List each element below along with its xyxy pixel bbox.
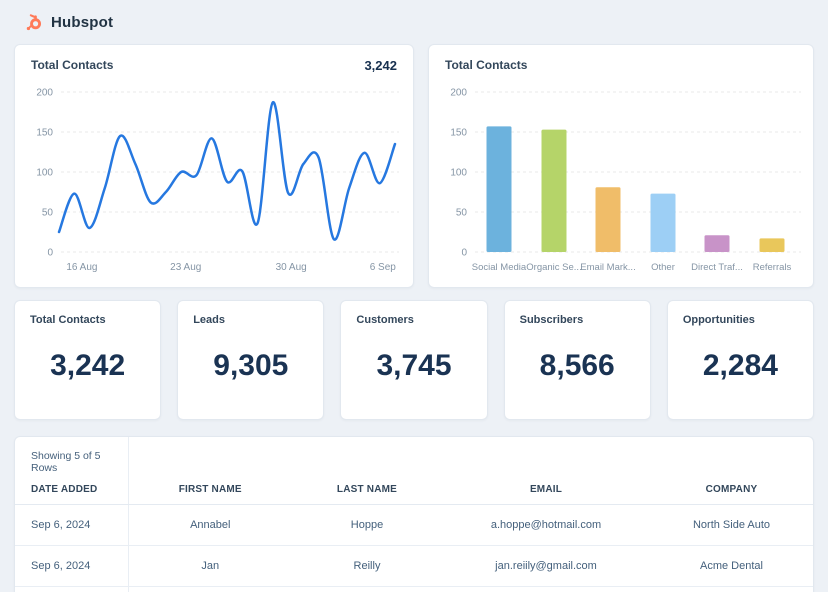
bar-chart-header: Total Contacts [429,45,813,72]
bar-other [650,193,676,252]
table-cell: a.hoppe@hotmail.com [442,504,650,546]
bar-email-mark [595,187,621,252]
table-cell: Annabel [128,504,292,546]
bar-category-label: Direct Traf... [691,262,743,273]
stat-card-label: Total Contacts [30,314,106,326]
x-axis-tick-label: 6 Sep [370,262,397,273]
stat-card-customers: Customers 3,745 [340,300,488,420]
table-showing-row: Showing 5 of 5 Rows [15,437,813,476]
bar-chart-card: Total Contacts 0 50 100 150 200 Social Media O… [428,44,814,288]
line-chart-card: Total Contacts 3,242 0 50 100 150 200 16 Aug 2… [14,44,414,288]
stat-card-subscribers: Subscribers 8,566 [503,300,651,420]
contacts-table-card: Showing 5 of 5 Rows DATE ADDED FIRST NAME L… [14,436,814,592]
y-axis-tick-label: 100 [450,168,467,179]
x-axis-tick-label: 30 Aug [276,262,307,273]
y-axis-tick-label: 100 [36,168,53,179]
stat-card-opportunities: Opportunities 2,284 [666,300,815,420]
stat-card-label: Opportunities [682,314,755,326]
bar-category-label: Other [651,262,675,273]
app-header: Hubspot [0,0,828,44]
table-cell: Reilly [292,545,442,587]
bar-category-label: Email Mark... [580,262,635,273]
table-row[interactable]: Sep 6, 2024 Jan Reilly jan.reiily@gmail.com… [15,545,813,587]
bar-category-label: Referrals [753,262,792,273]
table-row[interactable]: Sep 6, 2024 Annabel Hoppe a.hoppe@hotmail.c… [15,504,813,546]
stat-card-label: Customers [356,314,414,326]
stat-card-value: 8,566 [539,348,615,382]
bar-organic-se [541,129,567,252]
table-cell: Sep 6, 2024 [15,545,129,587]
stat-card-value: 2,284 [702,348,778,382]
brand-title: Hubspot [51,13,114,31]
table-cell: jan.reiily@gmail.com [442,545,650,587]
y-axis-tick-label: 150 [36,128,53,139]
charts-row: Total Contacts 3,242 0 50 100 150 200 16 Aug 2… [14,44,814,288]
bar-social-media [486,126,512,252]
contacts-trend-line [57,101,397,241]
column-header-last-name[interactable]: LAST NAME [292,476,442,505]
column-header-email[interactable]: EMAIL [442,476,650,505]
column-header-company[interactable]: COMPANY [650,476,813,505]
x-axis-tick-label: 16 Aug [66,262,97,273]
stat-card-label: Leads [193,314,225,326]
line-chart-total-value: 3,242 [364,58,397,73]
column-header-date-added[interactable]: DATE ADDED [15,476,129,505]
table-cell: Sep 6, 2024 [15,504,129,546]
table-showing-count: Showing 5 of 5 Rows [15,437,129,476]
table-cell: Jan [128,545,292,587]
stat-card-total-contacts: Total Contacts 3,242 [14,300,162,420]
table-row-partial[interactable] [15,586,813,592]
y-axis-tick-label: 150 [450,128,467,139]
bar-referrals [759,238,785,252]
contacts-table: Showing 5 of 5 Rows DATE ADDED FIRST NAME L… [15,437,813,592]
y-axis-tick-label: 0 [47,248,53,259]
bar-direct-traf [704,235,730,252]
stat-card-value: 3,242 [50,348,126,382]
stat-card-value: 9,305 [213,348,289,382]
column-header-first-name[interactable]: FIRST NAME [128,476,292,505]
dashboard-main: Total Contacts 3,242 0 50 100 150 200 16 Aug 2… [0,44,828,592]
stat-card-value: 3,745 [376,348,452,382]
bar-category-label: Social Media [472,262,527,273]
stats-row: Total Contacts 3,242 Leads 9,305 Customers 3,… [14,300,815,420]
contacts-by-source-bar-chart: 0 50 100 150 200 Social Media Organic Se...Ema… [450,88,801,273]
hubspot-logo-icon [24,13,43,32]
line-chart-title: Total Contacts [31,58,114,72]
y-axis-tick-label: 0 [461,248,467,259]
table-cell: Acme Dental [650,545,813,587]
total-contacts-line-chart: 0 50 100 150 200 16 Aug 23 Aug 30 Aug 6 Sep [36,88,399,273]
y-axis-tick-label: 50 [42,208,54,219]
x-axis-tick-label: 23 Aug [170,262,201,273]
y-axis-tick-label: 50 [456,208,468,219]
bar-category-label: Organic Se... [526,262,581,273]
stat-card-label: Subscribers [519,314,584,326]
table-header-row: DATE ADDED FIRST NAME LAST NAME EMAIL COMPAN… [15,476,813,505]
y-axis-tick-label: 200 [450,88,467,99]
y-axis-tick-label: 200 [36,88,53,99]
table-cell: Hoppe [292,504,442,546]
line-chart-header: Total Contacts 3,242 [15,45,413,73]
table-cell: North Side Auto [650,504,813,546]
bar-chart-title: Total Contacts [445,58,528,72]
stat-card-leads: Leads 9,305 [177,300,325,420]
